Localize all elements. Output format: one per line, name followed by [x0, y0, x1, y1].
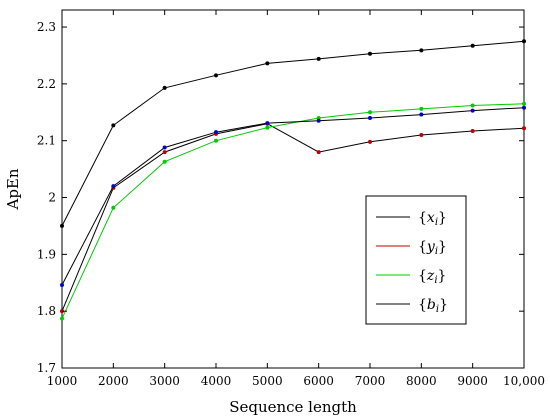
data-point — [316, 118, 321, 123]
data-point — [522, 39, 526, 44]
data-point — [214, 73, 218, 78]
series-line-2 — [61, 123, 525, 312]
data-point — [111, 205, 116, 210]
data-point — [470, 108, 475, 113]
data-point — [214, 138, 218, 143]
data-point — [522, 126, 526, 131]
y-tick-label: 1.7 — [37, 361, 56, 375]
series-line-3 — [61, 103, 525, 319]
data-point — [368, 139, 372, 144]
x-tick-label: 10,000 — [503, 374, 545, 388]
data-point — [162, 85, 167, 90]
axis-layer: 1000 2000 3000 4000 5000 6000 7000 8000 9000 10,0… — [37, 10, 545, 388]
data-point — [265, 61, 270, 66]
data-point — [60, 316, 64, 321]
legend-entry-label: {zi} — [418, 268, 446, 286]
data-point — [522, 101, 526, 106]
data-point — [316, 150, 321, 155]
x-tick-label: 5000 — [252, 374, 283, 388]
series-line-1 — [61, 40, 525, 227]
y-tick-label: 2.3 — [37, 20, 56, 34]
y-tick-label: 1.8 — [37, 304, 56, 318]
x-tick-label: 1000 — [47, 374, 78, 388]
data-point — [419, 133, 424, 138]
x-tick-label: 8000 — [406, 374, 437, 388]
x-tick-label: 2000 — [98, 374, 129, 388]
legend-entry-label: {yi} — [418, 239, 447, 257]
data-point — [522, 105, 526, 110]
data-point — [60, 283, 64, 288]
y-tick-label: 1.9 — [37, 247, 56, 261]
data-point — [316, 56, 321, 61]
series-line-4 — [61, 107, 525, 286]
data-point — [470, 129, 475, 134]
legend-box — [365, 195, 467, 325]
x-tick-label: 3000 — [149, 374, 180, 388]
data-point — [162, 159, 167, 164]
y-tick-label: 2.1 — [37, 134, 56, 148]
data-point — [316, 115, 321, 120]
y-axis-label: ApEn — [4, 168, 22, 210]
series-layer — [60, 39, 526, 321]
data-point — [60, 223, 64, 228]
data-point — [419, 48, 424, 53]
legend-entry-label: {xi} — [418, 210, 447, 228]
legend-entry-label: {bi} — [418, 297, 448, 315]
data-point — [368, 115, 372, 120]
data-point — [368, 110, 372, 115]
data-point — [214, 130, 218, 135]
x-tick-label: 7000 — [355, 374, 386, 388]
y-tick-label: 2 — [48, 191, 56, 205]
data-point — [368, 51, 372, 56]
data-point — [111, 184, 116, 189]
data-point — [470, 43, 475, 48]
data-point — [419, 112, 424, 117]
data-point — [265, 121, 270, 126]
x-axis-label: Sequence length — [229, 398, 357, 416]
data-point — [470, 103, 475, 108]
x-tick-label: 6000 — [303, 374, 334, 388]
x-tick-label: 9000 — [457, 374, 488, 388]
x-tick-label: 4000 — [201, 374, 232, 388]
data-point — [419, 106, 424, 111]
y-tick-label: 2.2 — [37, 77, 56, 91]
legend: {xi} {yi} {zi} {bi} — [365, 195, 467, 325]
data-point — [162, 145, 167, 150]
data-point — [265, 125, 270, 130]
data-point — [111, 123, 116, 128]
data-point — [162, 150, 167, 155]
